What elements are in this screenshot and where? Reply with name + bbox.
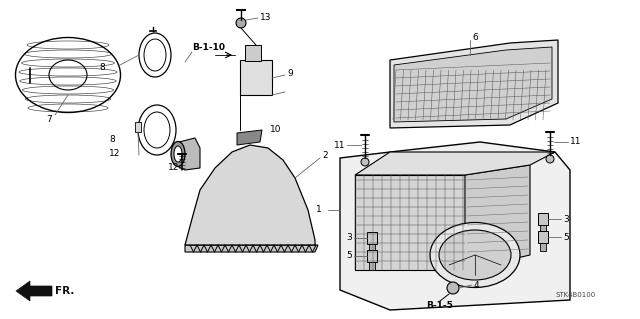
Bar	[540, 225, 546, 233]
Polygon shape	[394, 47, 552, 122]
Ellipse shape	[138, 105, 176, 155]
Text: 8: 8	[99, 63, 105, 72]
Text: 5: 5	[346, 251, 352, 261]
Text: B-1-10: B-1-10	[192, 43, 225, 53]
Text: FR.: FR.	[55, 286, 74, 296]
Text: 9: 9	[287, 70, 292, 78]
Polygon shape	[237, 130, 262, 145]
Ellipse shape	[174, 146, 182, 162]
Text: B-1-5: B-1-5	[427, 301, 453, 310]
Bar	[538, 231, 548, 243]
Text: 10: 10	[270, 125, 282, 135]
Text: STK4B0100: STK4B0100	[555, 292, 595, 298]
Ellipse shape	[49, 60, 87, 90]
Text: 3: 3	[346, 234, 352, 242]
Text: 7: 7	[46, 115, 52, 124]
Text: 8: 8	[109, 136, 115, 145]
Polygon shape	[390, 40, 558, 128]
Bar	[135, 122, 141, 132]
Text: 1: 1	[316, 205, 322, 214]
Bar	[367, 250, 377, 262]
Text: 3: 3	[563, 214, 569, 224]
Text: 4: 4	[474, 280, 479, 290]
Bar	[367, 232, 377, 244]
Bar	[369, 262, 375, 270]
Text: 11: 11	[570, 137, 582, 146]
Text: 12: 12	[168, 164, 179, 173]
Circle shape	[236, 18, 246, 28]
Circle shape	[447, 282, 459, 294]
Polygon shape	[175, 138, 200, 170]
Polygon shape	[185, 145, 315, 245]
Text: 11: 11	[333, 140, 345, 150]
Bar	[240, 60, 272, 95]
Bar	[540, 243, 546, 251]
Text: 13: 13	[260, 12, 271, 21]
Polygon shape	[355, 152, 555, 175]
Polygon shape	[185, 245, 318, 252]
Circle shape	[546, 155, 554, 163]
Circle shape	[361, 158, 369, 166]
Bar	[538, 213, 548, 225]
Bar	[245, 45, 261, 61]
Ellipse shape	[139, 33, 171, 77]
Ellipse shape	[439, 230, 511, 280]
Polygon shape	[465, 165, 530, 270]
Polygon shape	[355, 175, 465, 270]
Polygon shape	[340, 142, 570, 310]
Text: 12: 12	[109, 150, 120, 159]
Text: 2: 2	[322, 151, 328, 160]
Ellipse shape	[144, 112, 170, 148]
Ellipse shape	[430, 222, 520, 287]
Polygon shape	[16, 281, 52, 301]
Ellipse shape	[144, 39, 166, 71]
Bar	[369, 244, 375, 252]
Text: 5: 5	[563, 233, 569, 241]
Text: 6: 6	[472, 33, 477, 41]
Ellipse shape	[171, 142, 185, 167]
